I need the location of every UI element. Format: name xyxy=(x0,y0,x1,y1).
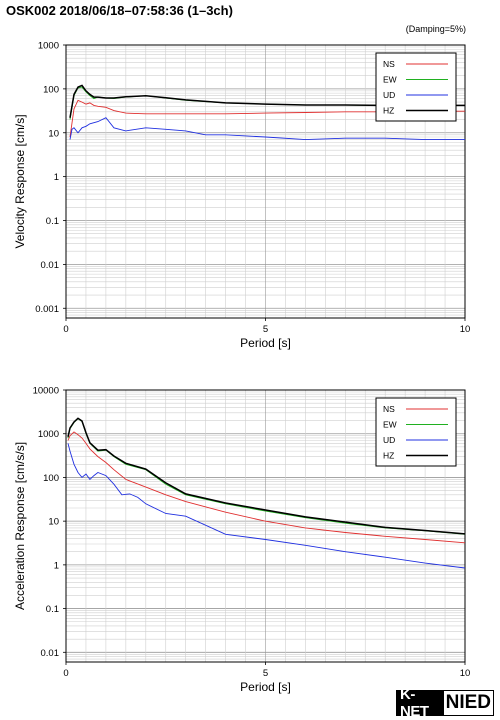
y-tick-label: 0.01 xyxy=(41,648,60,659)
y-axis-label: Velocity Response [cm/s] xyxy=(13,114,27,248)
x-tick-label: 5 xyxy=(263,324,268,335)
y-tick-label: 1000 xyxy=(38,41,59,52)
series-line-ud xyxy=(69,117,465,141)
knet-nied-logo: K-NET NIED xyxy=(396,686,494,720)
x-axis-label: Period [s] xyxy=(240,680,291,694)
damping-note: (Damping=5%) xyxy=(405,24,466,34)
acceleration-response-chart: 0.01 0.1 1 10 100 1000 10000 0 5 10 Period [s] Acce… xyxy=(13,386,470,695)
x-tick-label: 10 xyxy=(460,324,471,335)
legend-label-ud: UD xyxy=(383,90,395,100)
series-line-ns xyxy=(69,99,465,138)
series-line-ns xyxy=(67,431,465,544)
y-tick-label: 1000 xyxy=(38,429,59,440)
y-tick-label: 10 xyxy=(48,128,59,139)
x-axis-label: Period [s] xyxy=(240,336,291,350)
y-tick-label: 100 xyxy=(43,84,59,95)
logo-knet: K-NET xyxy=(396,686,444,720)
series-line-ud xyxy=(67,443,465,569)
y-tick-label: 100 xyxy=(43,473,59,484)
y-tick-label: 10000 xyxy=(33,386,59,397)
legend-label-ns: NS xyxy=(383,59,395,69)
y-tick-label: 0.1 xyxy=(46,216,59,227)
x-tick-label: 5 xyxy=(263,668,268,679)
velocity-response-chart: 0.001 0.01 0.1 1 10 100 1000 0 5 10 Period [s] Velo… xyxy=(13,41,470,351)
legend-label-ud: UD xyxy=(383,435,395,445)
legend-label-hz: HZ xyxy=(383,106,394,116)
y-tick-label: 1 xyxy=(54,172,59,183)
y-axis-label: Acceleration Response [cm/s/s] xyxy=(13,442,27,610)
series-line-hz xyxy=(69,84,465,118)
logo-nied: NIED xyxy=(443,690,494,716)
page-title: OSK002 2018/06/18–07:58:36 (1–3ch) xyxy=(6,3,233,18)
series-line-hz xyxy=(67,417,465,535)
x-tick-label: 10 xyxy=(460,668,471,679)
legend-label-ew: EW xyxy=(383,420,397,430)
y-tick-label: 0.1 xyxy=(46,604,59,615)
legend-label-hz: HZ xyxy=(383,451,394,461)
y-tick-label: 10 xyxy=(48,517,59,528)
legend-label-ew: EW xyxy=(383,75,397,85)
y-tick-label: 1 xyxy=(54,560,59,571)
legend-label-ns: NS xyxy=(383,404,395,414)
y-tick-label: 0.001 xyxy=(35,304,59,315)
x-tick-label: 0 xyxy=(63,668,68,679)
y-tick-label: 0.01 xyxy=(41,260,60,271)
x-tick-label: 0 xyxy=(63,324,68,335)
